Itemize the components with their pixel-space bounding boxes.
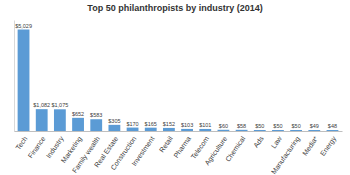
bar [218,130,230,131]
title: Top 50 philanthropists by industry (2014… [87,3,262,13]
bar [145,128,157,131]
x-tick: Finance [27,131,47,159]
x-tick-label: Retail [158,135,174,154]
data-label: $103 [181,122,193,128]
data-label: $652 [72,111,84,117]
data-label: $48 [328,123,337,129]
x-tick-label: Chemical [224,135,247,163]
data-label: $50 [255,123,264,129]
x-tick-label: Energy [319,135,339,158]
x-tick: Agriculture [203,131,229,167]
bar [127,128,139,131]
data-label: $305 [108,118,120,124]
y-axis [14,21,15,132]
x-tick: Ads [252,131,265,149]
bar [90,119,102,131]
data-label: $165 [145,121,157,127]
x-tick-label: Law [270,134,284,149]
data-label: $170 [126,121,138,127]
x-tick: Pharma [172,131,192,159]
data-label: $1,075 [51,102,68,108]
bar [199,129,211,131]
bar [290,130,302,131]
bar [308,130,320,131]
bar [18,30,30,131]
x-tick: Media* [301,131,319,157]
data-label: $60 [219,123,228,129]
data-label: $5,029 [15,23,32,29]
x-tick: Tech [14,131,28,151]
data-label: $58 [237,123,246,129]
data-label: $152 [163,121,175,127]
bar [236,130,248,131]
bar [254,130,266,131]
bar [327,130,339,131]
y-axis-line [14,21,15,132]
x-tick-label: Tech [14,135,28,151]
bar [272,130,284,131]
x-tick: Manufacturing [270,131,302,175]
x-tick-label: Media* [301,135,319,157]
x-tick-label: Ads [252,135,265,149]
bar [108,125,120,131]
bar [181,129,193,131]
data-labels: $5,029 $1,082$1,075 $652 $583 $305 $170 $165 $1… [15,23,337,130]
x-tick: Law [270,131,284,150]
bar [36,109,48,131]
x-tick: Investment [130,131,155,167]
x-tick: Retail [158,131,174,154]
x-axis: TechFinanceIndustryMarketingFamily wealt… [14,131,342,175]
data-label: $583 [90,112,102,118]
x-tick-label: Investment [130,135,155,167]
x-tick: Energy [319,131,339,158]
bar [163,128,175,131]
x-tick-label: Manufacturing [270,135,302,175]
plot: TechFinanceIndustryMarketingFamily wealt… [14,21,342,175]
x-axis-line [15,131,343,132]
x-tick-label: Agriculture [203,135,229,167]
x-tick: Chemical [224,131,247,163]
data-label: $49 [310,123,319,129]
data-label: $50 [292,123,301,129]
bar [54,109,66,131]
data-label: $101 [199,122,211,128]
bars [18,30,339,131]
chart: Top 50 philanthropists by industry (2014… [0,0,350,175]
data-label: $1,082 [33,102,50,108]
bar [72,118,84,131]
data-label: $50 [273,123,282,129]
